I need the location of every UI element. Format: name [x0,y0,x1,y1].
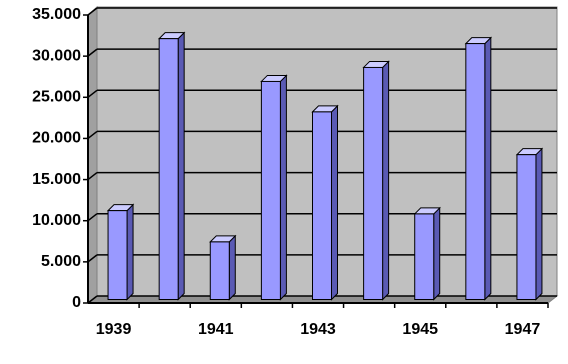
y-tick-label: 15.000 [32,171,81,188]
bar-side [382,60,390,301]
y-tick-label: 5.000 [41,253,81,270]
x-tick-label: 1947 [505,321,541,338]
x-tick-label: 1941 [198,321,234,338]
bar-side [535,147,543,301]
grid-line-side [87,213,98,222]
y-tick-label: 25.000 [32,89,81,106]
bar [158,38,179,300]
bar-side [331,104,338,301]
y-tick-label: 0 [72,294,81,311]
bar-side [228,234,236,301]
bar [209,241,230,300]
bar-side [279,74,287,301]
grid-line-side [87,254,98,263]
y-tick-label: 20.000 [32,130,81,147]
bar-side [177,31,185,301]
y-tick-label: 30.000 [32,47,81,64]
bar-side [484,36,492,301]
grid-line-side [87,7,98,16]
bar [516,154,537,300]
grid-line-side [87,130,98,140]
y-tick-label: 10.000 [32,212,81,229]
bar [363,66,384,300]
bar [414,213,435,300]
grid-line-side [87,171,98,181]
x-tick-label: 1945 [402,321,438,338]
grid-line-side [87,295,98,304]
bar [107,210,128,300]
y-tick-label: 35.000 [32,6,81,23]
bar [465,43,486,300]
bar [312,111,332,301]
x-tick-label: 1939 [96,321,132,338]
grid-line-side [87,89,98,98]
x-tick-label: 1943 [300,321,336,338]
bar-side [433,206,441,301]
grid-line-side [87,48,98,57]
bar [260,80,281,300]
bar-side [126,203,134,301]
